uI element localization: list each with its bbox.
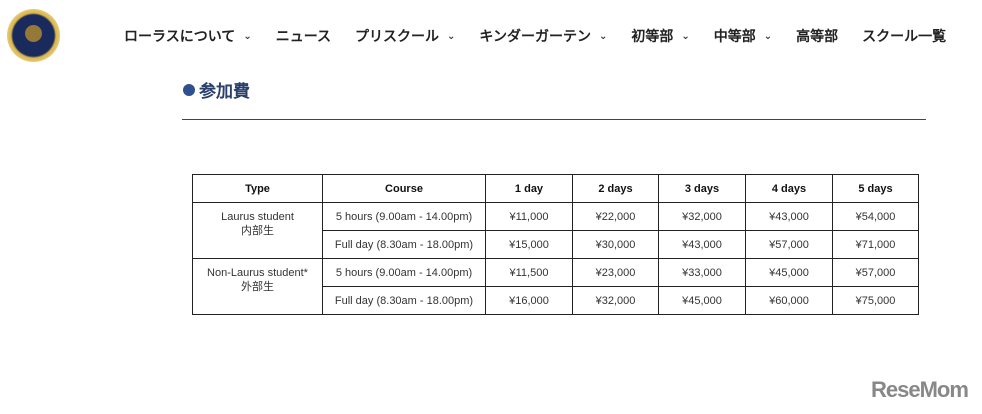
type-label-ja: 外部生	[241, 281, 274, 293]
nav-item-label: ニュース	[275, 29, 332, 45]
chevron-down-icon: ⌄	[681, 30, 690, 42]
bullet-icon	[183, 83, 195, 96]
divider	[182, 119, 926, 120]
price-cell: ¥43,000	[658, 230, 746, 259]
price-cell: ¥23,000	[572, 258, 659, 287]
nav-item-5[interactable]: 中等部 ⌄	[714, 26, 772, 46]
nav-item-label: 初等部	[631, 29, 674, 45]
table-row: Full day (8.30am - 18.00pm) ¥16,000 ¥32,00…	[193, 286, 919, 315]
column-header: 2 days	[572, 174, 659, 203]
type-label: Non-Laurus student*	[207, 267, 308, 279]
school-logo[interactable]	[7, 9, 60, 62]
nav-item-1[interactable]: ニュース	[276, 26, 331, 46]
section-title: 参加費	[199, 82, 250, 102]
price-cell: ¥71,000	[832, 230, 919, 259]
price-cell: ¥16,000	[485, 286, 573, 315]
chevron-down-icon: ⌄	[763, 30, 773, 42]
price-cell: ¥60,000	[745, 286, 833, 315]
chevron-down-icon: ⌄	[243, 30, 252, 42]
nav-item-label: プリスクール	[355, 29, 440, 45]
course-cell: 5 hours (9.00am - 14.00pm)	[322, 258, 486, 287]
column-header: Course	[322, 174, 486, 203]
type-cell: Laurus student 内部生	[192, 202, 323, 259]
table-row: Non-Laurus student* 外部生 5 hours (9.00am - …	[192, 258, 919, 315]
price-cell: ¥43,000	[745, 202, 833, 231]
nav-item-label: ローラスについて	[124, 29, 236, 45]
price-cell: ¥45,000	[658, 286, 746, 315]
column-header: 4 days	[745, 174, 833, 203]
fee-table: Type Course 1 day 2 days 3 days 4 days 5 days …	[192, 174, 919, 315]
price-cell: ¥75,000	[832, 286, 919, 315]
nav-item-label: スクール一覧	[862, 29, 947, 45]
type-label: Laurus student	[221, 211, 294, 223]
column-header: 1 day	[485, 174, 573, 203]
price-cell: ¥57,000	[745, 230, 833, 259]
nav-item-2[interactable]: プリスクール ⌄	[355, 26, 455, 46]
price-cell: ¥30,000	[572, 230, 659, 259]
nav-item-label: キンダーガーテン	[479, 29, 591, 45]
nav-item-label: 高等部	[796, 29, 839, 45]
price-cell: ¥22,000	[572, 202, 659, 231]
main-nav: ローラスについて ⌄ ニュース プリスクール ⌄ キンダーガーテン ⌄ 初等部 ⌄ 中等部 ⌄ 高等部…	[124, 26, 970, 46]
price-cell: ¥32,000	[572, 286, 659, 315]
column-header: 3 days	[658, 174, 746, 203]
price-cell: ¥11,500	[485, 258, 573, 287]
nav-item-0[interactable]: ローラスについて ⌄	[124, 26, 252, 46]
table-row: Laurus student 内部生 5 hours (9.00am - 14.00…	[192, 202, 919, 259]
price-cell: ¥45,000	[745, 258, 833, 287]
table-row: Full day (8.30am - 18.00pm) ¥15,000 ¥30,00…	[193, 230, 919, 259]
course-cell: Full day (8.30am - 18.00pm)	[322, 286, 486, 315]
column-header: Type	[192, 174, 323, 203]
price-cell: ¥32,000	[658, 202, 746, 231]
type-cell: Non-Laurus student* 外部生	[192, 258, 323, 315]
column-header: 5 days	[832, 174, 919, 203]
nav-item-label: 中等部	[713, 29, 756, 45]
nav-item-3[interactable]: キンダーガーテン ⌄	[479, 26, 607, 46]
price-cell: ¥57,000	[832, 258, 919, 287]
price-cell: ¥54,000	[832, 202, 919, 231]
chevron-down-icon: ⌄	[599, 30, 608, 42]
nav-item-7[interactable]: スクール一覧	[862, 26, 946, 46]
section-heading: 参加費	[183, 77, 250, 102]
price-cell: ¥33,000	[658, 258, 746, 287]
price-cell: ¥15,000	[485, 230, 573, 259]
course-cell: Full day (8.30am - 18.00pm)	[322, 230, 486, 259]
course-cell: 5 hours (9.00am - 14.00pm)	[322, 202, 486, 231]
resemom-watermark: ReseMom	[871, 377, 969, 402]
chevron-down-icon: ⌄	[447, 30, 456, 42]
nav-item-4[interactable]: 初等部 ⌄	[631, 26, 689, 46]
nav-item-6[interactable]: 高等部	[796, 26, 838, 46]
price-cell: ¥11,000	[485, 202, 573, 231]
table-header-row: Type Course 1 day 2 days 3 days 4 days 5 days	[192, 174, 919, 203]
type-label-ja: 内部生	[241, 225, 274, 237]
